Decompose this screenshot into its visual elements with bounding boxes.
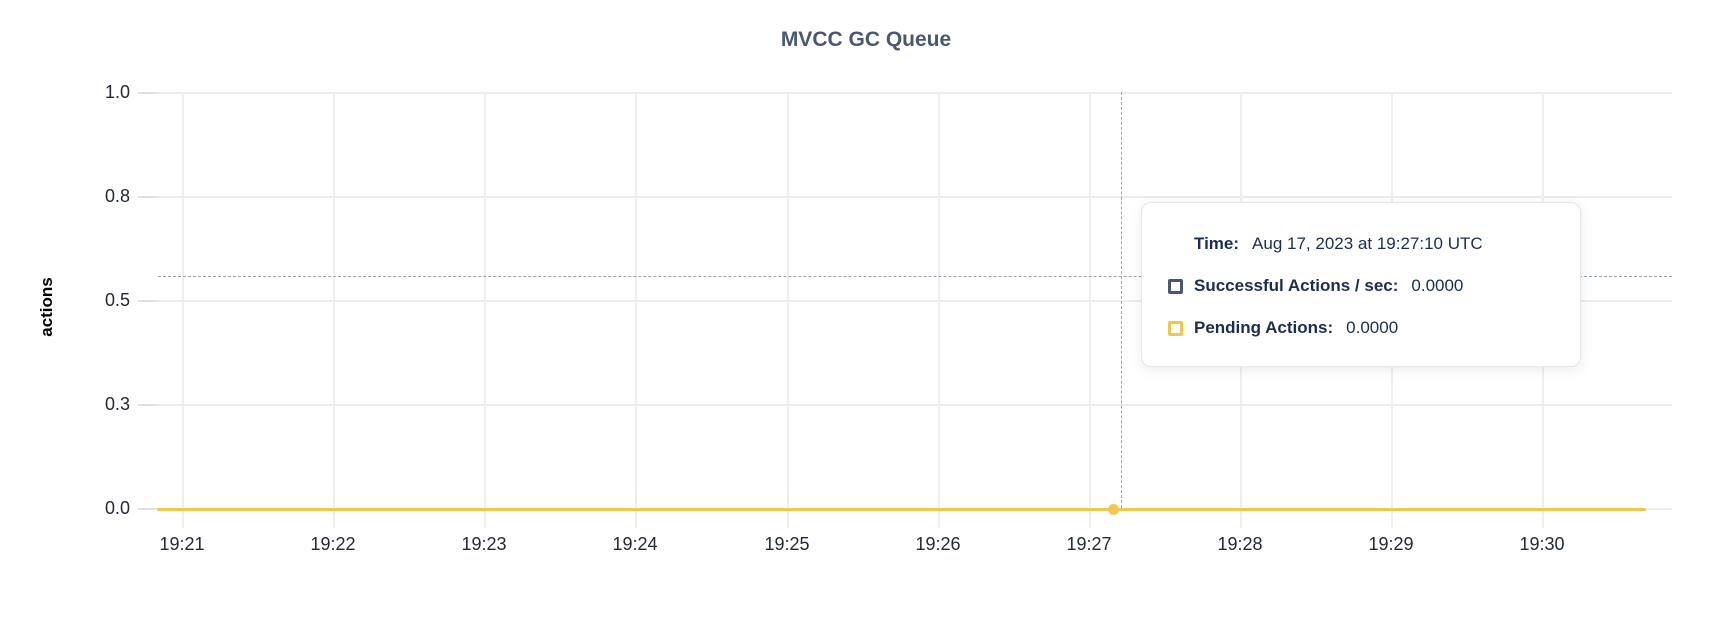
gridline-vertical — [1089, 92, 1091, 528]
y-axis-tick — [138, 300, 156, 302]
successful-actions-label: Successful Actions / sec: — [1194, 276, 1399, 295]
y-tick-label: 0.0 — [104, 498, 130, 518]
crosshair-vertical-line — [1121, 92, 1122, 508]
x-tick-label: 19:27 — [1066, 534, 1112, 554]
gridline-vertical — [787, 92, 789, 528]
gridline-horizontal — [138, 92, 1672, 94]
gridline-vertical — [938, 92, 940, 528]
y-tick-label: 0.3 — [104, 394, 130, 414]
gridline-vertical — [484, 92, 486, 528]
pending-actions-swatch-icon — [1168, 320, 1183, 336]
x-tick-label: 19:24 — [612, 534, 658, 554]
y-axis-tick — [138, 92, 156, 94]
successful-actions-swatch-icon — [1168, 278, 1183, 294]
hover-point-marker — [1108, 504, 1119, 515]
tooltip-time-label: Time: — [1194, 234, 1240, 253]
y-axis-tick — [138, 508, 156, 510]
x-tick-label: 19:26 — [915, 534, 961, 554]
pending-actions-value: 0.0000 — [1346, 318, 1399, 337]
x-tick-label: 19:30 — [1519, 534, 1565, 554]
gridline-horizontal — [138, 300, 1672, 302]
y-tick-label: 0.8 — [104, 186, 130, 206]
pending-actions-label: Pending Actions: — [1194, 318, 1334, 337]
gridline-horizontal — [138, 404, 1672, 406]
gridline-vertical — [333, 92, 335, 528]
chart-tooltip: Time: Aug 17, 2023 at 19:27:10 UTC Succe… — [1141, 202, 1581, 367]
successful-actions-value: 0.0000 — [1411, 276, 1464, 295]
x-tick-label: 19:22 — [310, 534, 356, 554]
x-tick-label: 19:25 — [764, 534, 810, 554]
tooltip-time-row: Time: Aug 17, 2023 at 19:27:10 UTC — [1168, 223, 1556, 265]
gridline-horizontal — [138, 196, 1672, 198]
y-axis-tick — [138, 404, 156, 406]
tooltip-series-row: Pending Actions: 0.0000 — [1168, 307, 1556, 349]
x-tick-label: 19:28 — [1217, 534, 1263, 554]
y-axis-tick — [138, 196, 156, 198]
y-tick-label: 0.5 — [104, 290, 130, 310]
pending-actions-series-line — [157, 508, 1646, 511]
gridline-vertical — [182, 92, 184, 528]
tooltip-time-value: Aug 17, 2023 at 19:27:10 UTC — [1252, 234, 1483, 253]
crosshair-horizontal-line — [158, 276, 1672, 277]
chart-title: MVCC GC Queue — [780, 28, 952, 51]
gridline-vertical — [635, 92, 637, 528]
x-tick-label: 19:29 — [1368, 534, 1414, 554]
tooltip-series-row: Successful Actions / sec: 0.0000 — [1168, 265, 1556, 307]
y-tick-label: 1.0 — [104, 82, 130, 102]
x-tick-label: 19:23 — [461, 534, 507, 554]
x-tick-label: 19:21 — [159, 534, 205, 554]
